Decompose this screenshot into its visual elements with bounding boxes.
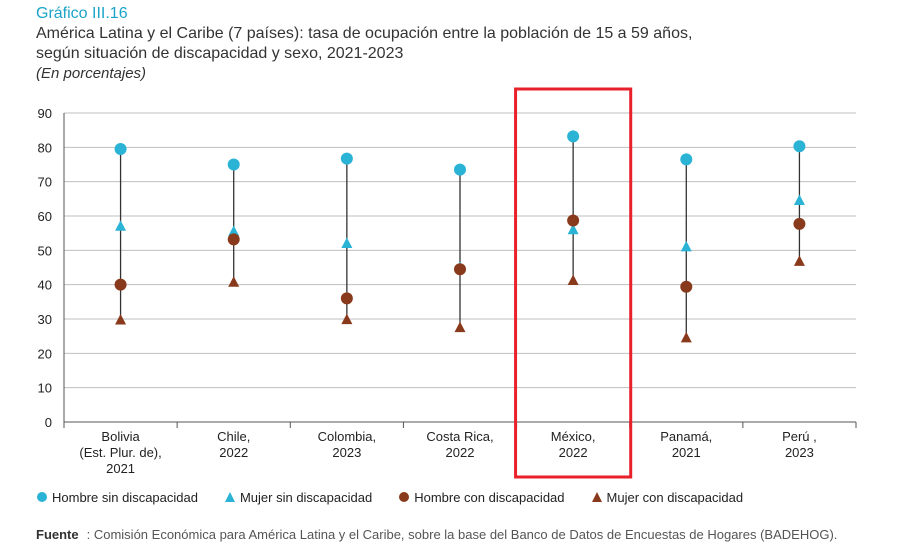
x-category-label: Costa Rica, (426, 429, 493, 444)
marker-mujer-con-discapacidad (567, 274, 579, 286)
x-category-label: Panamá, (660, 429, 712, 444)
marker-mujer-sin-discapacidad (793, 194, 805, 206)
chart-title-line-1: América Latina y el Caribe (7 países): t… (36, 25, 693, 42)
legend-label-mujer-sin: Mujer sin discapacidad (239, 489, 373, 505)
x-category-label: Bolivia (101, 429, 140, 444)
x-category-label: (Est. Plur. de), (79, 445, 161, 460)
x-category-label: Colombia, (318, 429, 377, 444)
legend-circle-con-icon (399, 492, 410, 502)
marker-mujer-sin-discapacidad (567, 223, 579, 235)
legend: Hombre sin discapacidad Mujer sin discap… (36, 487, 769, 507)
marker-hombre-sin-discapacidad (114, 143, 127, 156)
x-category-label: 2021 (106, 461, 135, 476)
legend-circle-sin-icon (37, 492, 47, 502)
highlight-box (514, 87, 633, 479)
x-category-label: 2022 (559, 445, 588, 460)
legend-item-mujer-sin: Mujer sin discapacidad (224, 490, 372, 505)
y-tick-label: 80 (38, 140, 52, 155)
source-label: Fuente (36, 527, 79, 542)
y-tick-label: 30 (38, 312, 52, 327)
y-tick-label: 90 (38, 106, 52, 121)
x-category-label: 2023 (785, 445, 814, 460)
marker-hombre-sin-discapacidad (227, 158, 240, 171)
legend-item-hombre-sin: Hombre sin discapacidad (36, 490, 198, 505)
x-category-label: 2022 (446, 445, 475, 460)
marker-mujer-sin-discapacidad (341, 237, 353, 248)
legend-item-mujer-con: Mujer con discapacidad (591, 489, 744, 505)
marker-mujer-sin-discapacidad (115, 220, 127, 231)
marker-hombre-sin-discapacidad (340, 152, 353, 165)
marker-hombre-con-discapacidad (793, 217, 806, 230)
marker-hombre-con-discapacidad (454, 263, 466, 276)
chart-title-line-2: según situación de discapacidad y sexo, … (36, 45, 404, 62)
source-text: : Comisión Económica para América Latina… (86, 527, 838, 542)
marker-mujer-con-discapacidad (228, 276, 240, 287)
x-category-label: Chile, (217, 429, 250, 444)
x-category-label: 2022 (219, 445, 248, 460)
marker-hombre-sin-discapacidad (680, 153, 693, 166)
y-tick-label: 40 (38, 278, 52, 293)
y-tick-label: 70 (38, 175, 52, 190)
marker-hombre-sin-discapacidad (454, 163, 466, 176)
chart-subtitle: (En porcentajes) (36, 65, 147, 82)
y-tick-label: 20 (38, 346, 52, 361)
dot-plot-chart: 0 10 20 30 40 50 60 70 80 90 Bolivia(Est. Plur. de… (38, 87, 857, 479)
marker-mujer-con-discapacidad (341, 313, 353, 325)
x-category-label: Perú , (782, 429, 817, 444)
marker-hombre-con-discapacidad (114, 278, 127, 291)
legend-label-mujer-con: Mujer con discapacidad (606, 489, 744, 505)
y-tick-label: 60 (38, 209, 52, 224)
y-tick-label: 50 (38, 243, 52, 258)
marker-hombre-con-discapacidad (227, 233, 240, 246)
marker-hombre-con-discapacidad (567, 214, 580, 227)
marker-mujer-con-discapacidad (115, 314, 127, 325)
legend-label-hombre-sin: Hombre sin discapacidad (52, 489, 198, 505)
legend-triangle-con-icon (591, 492, 602, 502)
figure-label: Gráfico III.16 (36, 5, 128, 22)
y-tick-label: 0 (45, 415, 52, 430)
y-tick-label: 10 (38, 381, 52, 396)
source-note: Fuente : Comisión Económica para América … (36, 527, 837, 542)
marker-mujer-con-discapacidad (793, 255, 805, 266)
x-category-label: México, (551, 429, 596, 444)
marker-hombre-sin-discapacidad (793, 140, 806, 153)
marker-mujer-con-discapacidad (680, 331, 692, 343)
legend-item-hombre-con: Hombre con discapacidad (398, 489, 565, 505)
legend-label-hombre-con: Hombre con discapacidad (414, 489, 565, 505)
marker-hombre-con-discapacidad (680, 280, 693, 293)
chart-header: Gráfico III.16 América Latina y el Carib… (36, 4, 896, 84)
marker-mujer-sin-discapacidad (680, 240, 692, 252)
marker-hombre-con-discapacidad (340, 292, 353, 305)
x-category-label: 2021 (672, 445, 701, 460)
marker-mujer-con-discapacidad (454, 321, 466, 333)
marker-hombre-sin-discapacidad (567, 130, 580, 143)
x-category-label: 2023 (332, 445, 361, 460)
marker-mujer-sin-discapacidad (228, 225, 240, 236)
legend-triangle-sin-icon (224, 492, 235, 502)
